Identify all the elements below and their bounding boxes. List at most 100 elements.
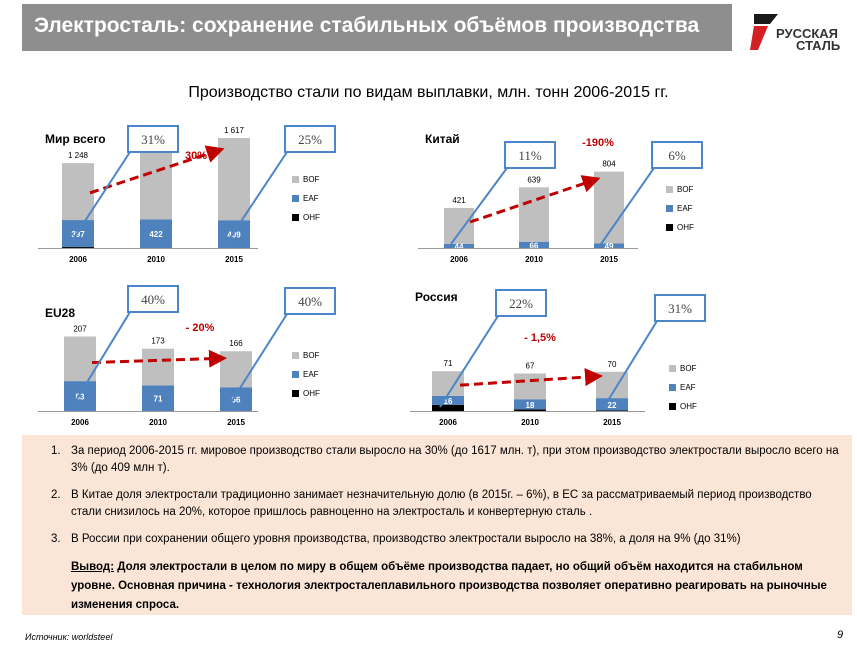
x-tick-0-0: 2006	[69, 255, 87, 264]
chart-title-0: Мир всего	[45, 132, 106, 146]
callout-line-2-0	[71, 311, 131, 408]
share-box-1-0	[504, 141, 556, 169]
bar-ohf-3-0	[432, 404, 464, 411]
trend-arrow-2	[91, 349, 227, 368]
trend-arrow-3	[459, 368, 603, 387]
bar-eaf-2-0	[64, 381, 96, 411]
legend-label-3-2: OHF	[680, 402, 697, 411]
header-bar: Электросталь: сохранение стабильных объё…	[22, 4, 732, 51]
legend-swatch-1-2	[666, 224, 673, 231]
share-box-3-1	[654, 294, 706, 322]
legend-label-1-0: BOF	[677, 185, 694, 194]
total-label-1-2: 804	[602, 160, 616, 169]
bar-bof-1-0	[444, 208, 474, 244]
legend-swatch-3-1	[669, 384, 676, 391]
change-label-2: - 20%	[186, 322, 215, 334]
chart-title-2: EU28	[45, 306, 75, 320]
x-tick-2-0: 2006	[71, 418, 89, 427]
legend-label-0-0: BOF	[303, 175, 320, 184]
logo-text: РУССКАЯ СТАЛЬ	[776, 26, 841, 53]
callout-line-0-0	[69, 151, 131, 245]
legend-label-0-2: OHF	[303, 213, 320, 222]
total-label-0-0: 1 248	[68, 151, 89, 160]
eaf-label-1-1: 66	[530, 241, 539, 250]
legend-label-0-1: EAF	[303, 194, 319, 203]
main-title: Производство стали по видам выплавки, мл…	[188, 84, 669, 101]
bar-eaf-0-2	[218, 220, 250, 248]
eaf-label-3-2: 22	[608, 401, 617, 410]
eaf-label-1-2: 49	[605, 242, 614, 251]
total-label-1-1: 639	[527, 175, 541, 184]
chart-title-3: Россия	[415, 290, 458, 304]
note-item-1: 1. За период 2006-2015 гг. мировое произв…	[51, 445, 839, 474]
legend-swatch-3-0	[669, 365, 676, 372]
share-box-0-0	[127, 125, 179, 153]
note-item-3: 3. В России при сохранении общего уровня …	[51, 533, 741, 545]
page-title: Электросталь: сохранение стабильных объё…	[34, 14, 700, 37]
change-label-0: 30%	[185, 150, 207, 162]
bar-bof-0-1	[140, 150, 172, 220]
bar-eaf-3-1	[514, 399, 546, 410]
bar-ohf-0-0	[62, 247, 94, 248]
legend-swatch-0-1	[292, 195, 299, 202]
notes-panel: 1. За период 2006-2015 гг. мировое произв…	[22, 435, 852, 615]
share-box-3-0	[495, 289, 547, 317]
callout-line-2-1	[227, 313, 288, 408]
share-label-2-1: 40%	[298, 294, 322, 309]
eaf-label-0-2: 409	[227, 231, 241, 240]
callout-line-1-1	[600, 167, 655, 245]
eaf-label-3-1: 18	[526, 401, 535, 410]
source-note: Источник: worldsteel	[25, 632, 113, 642]
total-label-3-0: 71	[444, 359, 453, 368]
eaf-label-0-1: 422	[149, 230, 163, 239]
total-label-1-0: 421	[452, 196, 466, 205]
logo-mark-icon	[750, 14, 778, 50]
company-logo: РУССКАЯ СТАЛЬ	[748, 6, 852, 58]
bar-bof-0-0	[62, 163, 94, 221]
bar-eaf-2-1	[142, 385, 174, 411]
callout-line-1-0	[450, 167, 508, 245]
bar-bof-2-2	[220, 351, 252, 388]
bar-ohf-3-2	[596, 410, 628, 411]
legend-swatch-2-1	[292, 371, 299, 378]
bar-bof-0-2	[218, 138, 250, 221]
legend-label-2-0: BOF	[303, 351, 320, 360]
conclusion-text: Доля электростали в целом по миру в обще…	[71, 561, 827, 611]
bar-eaf-3-0	[432, 395, 464, 405]
conclusion: Вывод: Доля электростали в целом по миру…	[71, 558, 841, 615]
callout-line-3-0	[439, 315, 499, 408]
eaf-label-1-0: 44	[455, 242, 464, 251]
trend-arrow-0	[89, 145, 225, 195]
x-tick-1-2: 2015	[600, 255, 618, 264]
bar-bof-1-1	[519, 187, 549, 242]
chart-title-1: Китай	[425, 132, 460, 146]
eaf-label-3-0: 16	[444, 397, 453, 406]
legend-swatch-2-2	[292, 390, 299, 397]
eaf-label-2-1: 71	[154, 395, 163, 404]
share-label-1-0: 11%	[518, 148, 542, 163]
callout-line-3-1	[603, 320, 658, 408]
bar-ohf-3-1	[514, 409, 546, 411]
eaf-label-2-0: 83	[76, 393, 85, 402]
share-label-3-0: 22%	[509, 296, 533, 311]
change-label-1: -190%	[582, 137, 614, 149]
bar-bof-3-0	[432, 371, 464, 396]
bar-bof-2-0	[64, 336, 96, 382]
legend-label-2-1: EAF	[303, 370, 319, 379]
total-label-0-2: 1 617	[224, 126, 245, 135]
x-tick-0-2: 2015	[225, 255, 243, 264]
share-box-2-1	[284, 287, 336, 315]
x-tick-2-1: 2010	[149, 418, 167, 427]
legend-label-1-2: OHF	[677, 223, 694, 232]
bar-eaf-0-1	[140, 219, 172, 248]
x-tick-1-1: 2010	[525, 255, 543, 264]
bar-bof-3-1	[514, 373, 546, 400]
legend-label-3-1: EAF	[680, 383, 696, 392]
conclusion-label: Вывод:	[71, 561, 115, 573]
eaf-label-0-0: 397	[71, 230, 85, 239]
share-label-1-1: 6%	[668, 148, 686, 163]
trend-arrow-1	[469, 175, 601, 224]
share-label-3-1: 31%	[668, 301, 692, 316]
legend-swatch-1-0	[666, 186, 673, 193]
